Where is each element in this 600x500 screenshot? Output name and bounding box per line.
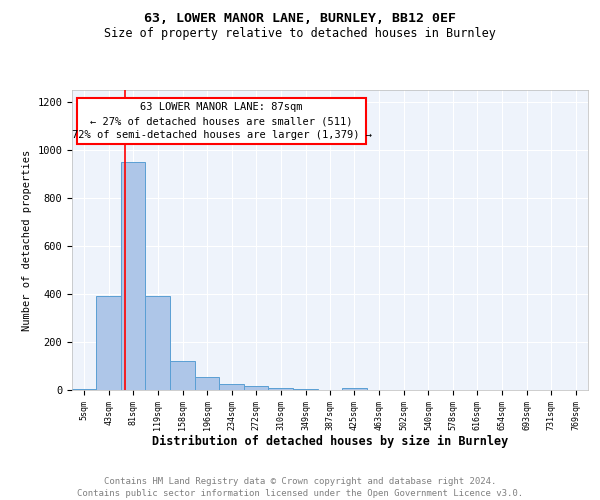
Bar	[195, 377, 220, 390]
Bar	[268, 388, 293, 390]
Bar	[170, 361, 195, 390]
Bar	[244, 386, 268, 390]
Text: 63, LOWER MANOR LANE, BURNLEY, BB12 0EF: 63, LOWER MANOR LANE, BURNLEY, BB12 0EF	[144, 12, 456, 26]
Text: 63 LOWER MANOR LANE: 87sqm
← 27% of detached houses are smaller (511)
72% of sem: 63 LOWER MANOR LANE: 87sqm ← 27% of deta…	[71, 102, 371, 140]
Bar	[121, 162, 145, 390]
Bar	[97, 296, 121, 390]
Text: Size of property relative to detached houses in Burnley: Size of property relative to detached ho…	[104, 28, 496, 40]
Bar	[293, 389, 318, 390]
Y-axis label: Number of detached properties: Number of detached properties	[22, 150, 32, 330]
Bar	[145, 296, 170, 390]
Text: Contains HM Land Registry data © Crown copyright and database right 2024.
Contai: Contains HM Land Registry data © Crown c…	[77, 476, 523, 498]
Bar	[72, 389, 97, 390]
Bar	[220, 384, 244, 390]
X-axis label: Distribution of detached houses by size in Burnley: Distribution of detached houses by size …	[152, 436, 508, 448]
Bar	[342, 388, 367, 390]
